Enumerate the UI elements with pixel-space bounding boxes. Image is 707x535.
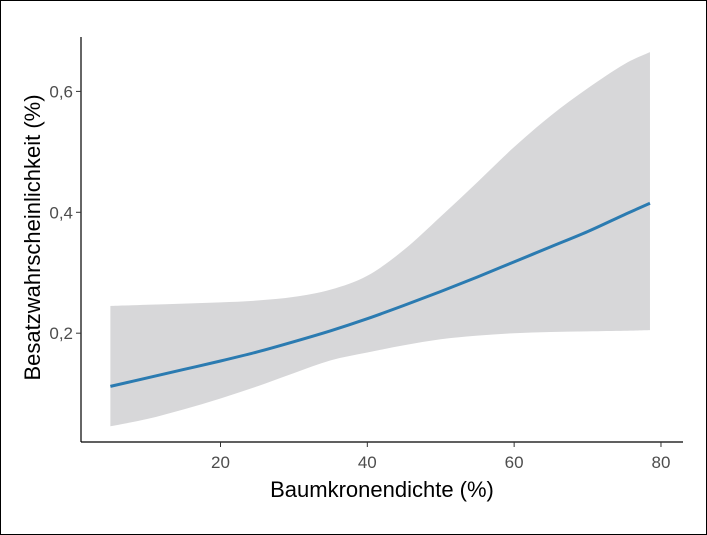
x-tick-label-20: 20: [211, 453, 230, 472]
confidence-band-0: [110, 52, 650, 427]
confidence-band-layer: [110, 52, 650, 427]
y-axis-title: Besatzwahrscheinlichkeit (%): [20, 94, 45, 380]
y-tick-label-0,6: 0,6: [49, 82, 73, 101]
x-axis-title: Baumkronendichte (%): [270, 477, 494, 502]
x-tick-label-80: 80: [652, 453, 671, 472]
fit-line-layer: [110, 201, 651, 388]
x-tick-label-60: 60: [505, 453, 524, 472]
x-tick-label-40: 40: [358, 453, 377, 472]
y-tick-label-0,2: 0,2: [49, 324, 73, 343]
fit-line-0: [110, 201, 651, 388]
axes-layer: 20 40 60 80 0,2 0,4 0,6: [49, 37, 683, 472]
y-tick-label-0,4: 0,4: [49, 203, 73, 222]
